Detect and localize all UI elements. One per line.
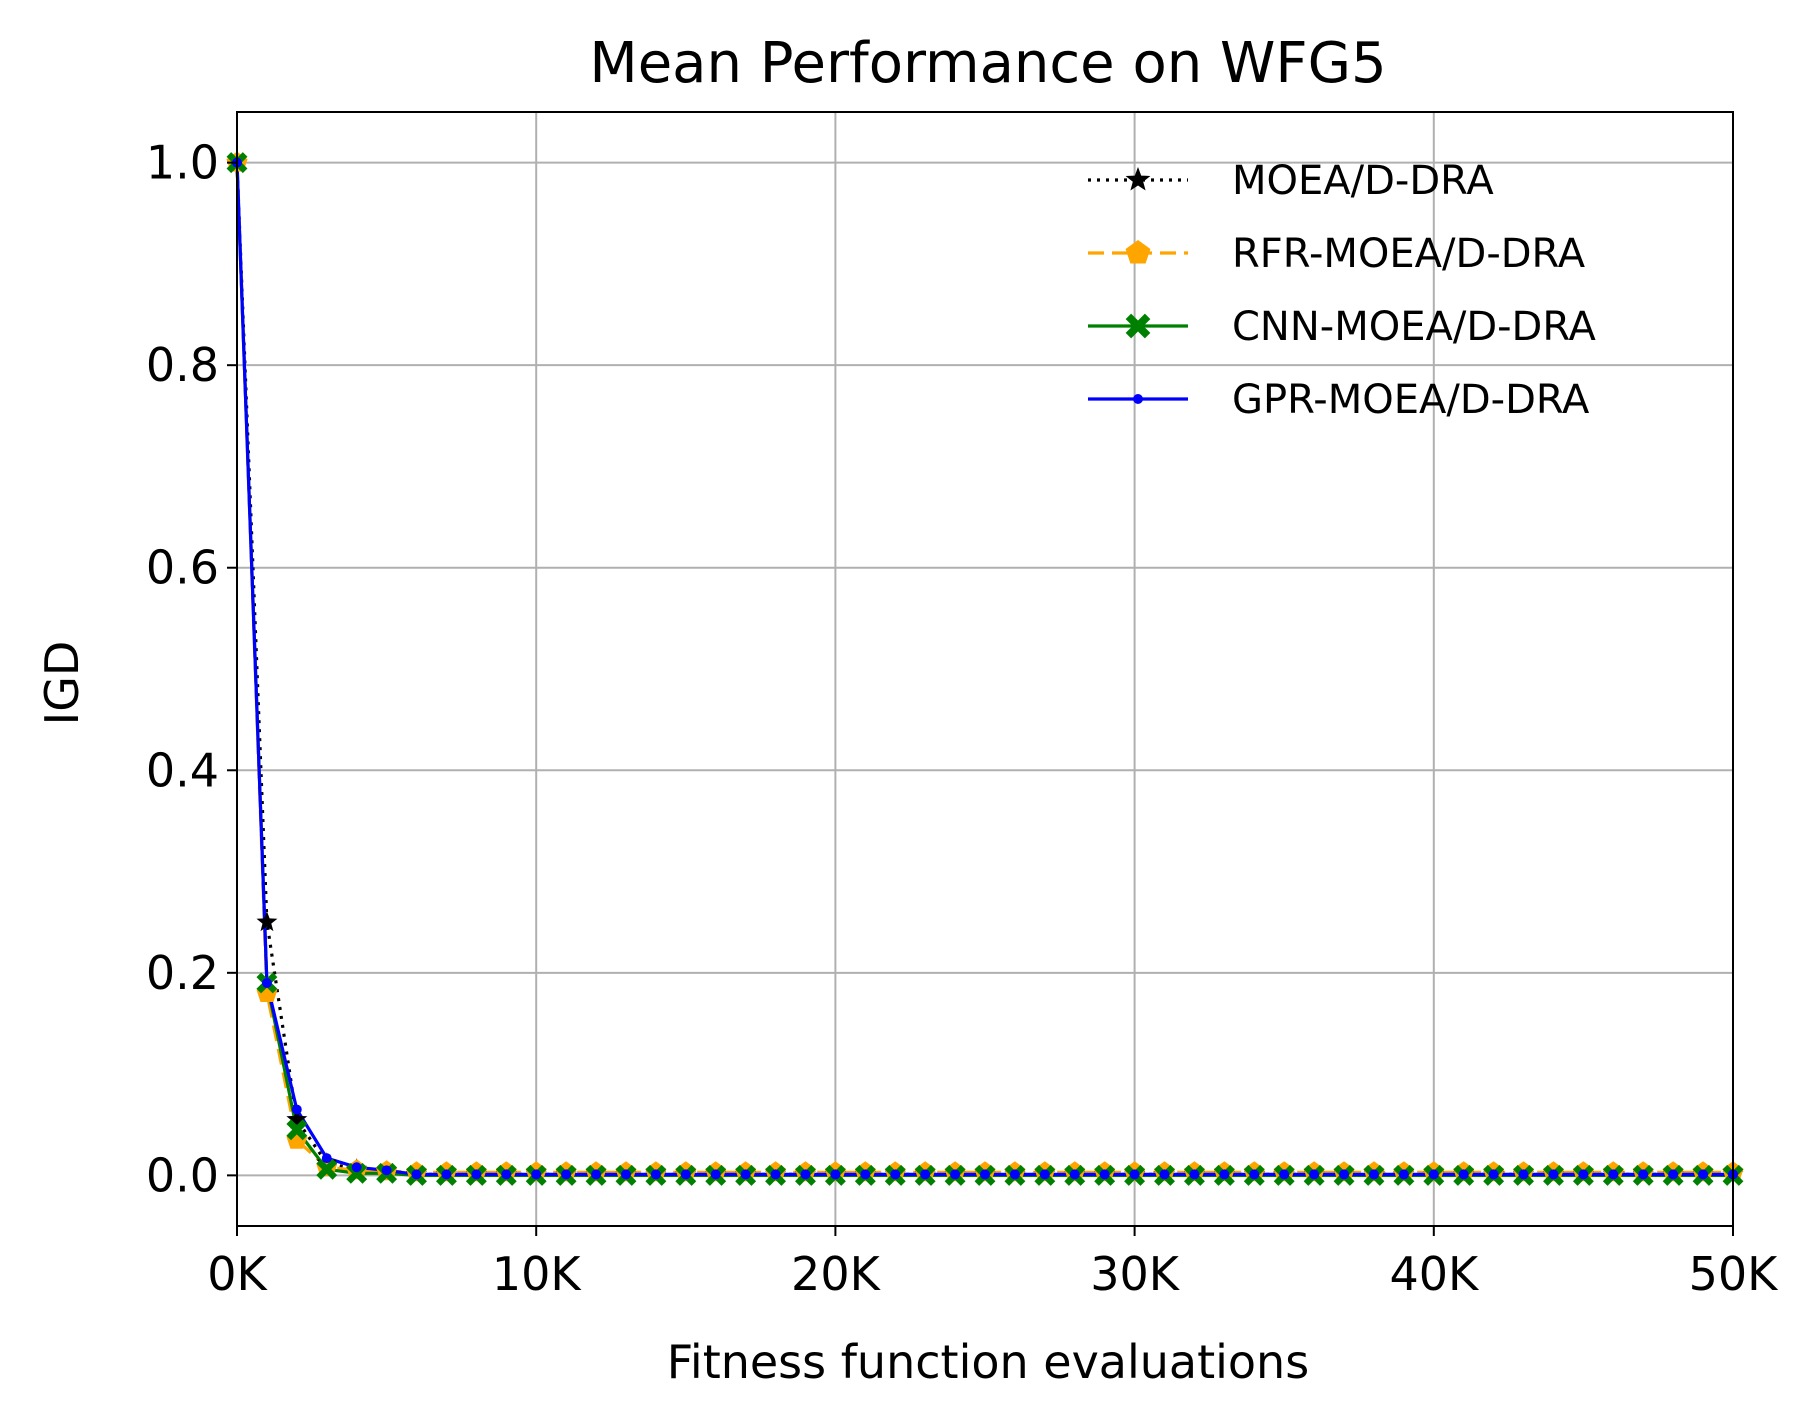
data-point [1608,1169,1619,1180]
data-point [621,1169,631,1180]
data-point [1339,1169,1349,1180]
data-point [1219,1169,1230,1180]
data-point [1428,1169,1439,1180]
data-point [316,1158,338,1180]
data-point [1279,1169,1290,1180]
data-point [1369,1169,1379,1180]
data-point [650,1169,661,1180]
data-point [1159,1169,1170,1180]
series-markers [226,151,1744,1186]
data-point [1039,1169,1050,1180]
y-axis-label: IGD [35,641,89,726]
y-tick-label: 0.4 [146,743,219,797]
data-point [680,1169,691,1180]
data-point [256,911,278,932]
data-point [1249,1169,1260,1180]
data-point [351,1162,362,1173]
chart-title: Mean Performance on WFG5 [589,31,1386,96]
legend: MOEA/D-DRA RFR-MOEA/D-DRA CNN-MOEA/D-DRA GP… [1088,158,1597,423]
ticks: 0K 10K 20K 30K 40K 50K 0.0 0.2 0.4 0.6 0.8 1.0 [146,136,1779,1301]
data-point [531,1169,542,1180]
data-point [800,1169,811,1180]
legend-label: CNN-MOEA/D-DRA [1232,304,1597,350]
data-point [1668,1169,1679,1180]
x-axis-label: Fitness function evaluations [667,1335,1309,1389]
y-tick-label: 0.2 [146,946,219,1000]
data-point [920,1169,931,1180]
data-point [1099,1169,1110,1180]
data-point [1518,1169,1529,1180]
x-tick-label: 20K [791,1247,882,1301]
x-tick-label: 0K [207,1247,268,1301]
legend-marker [1125,167,1151,191]
data-point [321,1153,332,1164]
legend-marker [1133,394,1143,404]
data-point [1398,1169,1409,1180]
data-point [411,1169,422,1180]
data-point [1698,1169,1709,1180]
data-point [1129,1169,1140,1180]
data-point [1548,1169,1559,1180]
series-marker-group [232,157,1738,1180]
x-tick-label: 30K [1090,1247,1181,1301]
legend-label: MOEA/D-DRA [1232,158,1494,204]
x-tick-label: 10K [492,1247,583,1301]
y-tick-label: 0.0 [146,1148,219,1202]
data-point [770,1169,781,1180]
data-point [710,1169,721,1180]
y-tick-label: 1.0 [146,136,219,190]
data-point [950,1169,961,1180]
y-tick-label: 0.8 [146,338,219,392]
data-point [1488,1169,1499,1180]
series-line [235,162,1733,1174]
data-point [860,1169,871,1180]
x-tick-label: 50K [1689,1247,1780,1301]
plot-frame [236,111,1734,1227]
data-point [501,1169,512,1180]
legend-marker [1125,240,1151,264]
legend-marker [1125,313,1151,339]
data-point [1309,1169,1320,1180]
x-tick-label: 40K [1389,1247,1480,1301]
data-point [980,1169,990,1180]
legend-label: GPR-MOEA/D-DRA [1232,377,1590,423]
data-point [471,1169,482,1180]
data-point [890,1169,901,1180]
y-tick-label: 0.6 [146,541,219,595]
data-point [346,1162,368,1184]
data-point [1069,1169,1080,1180]
legend-label: RFR-MOEA/D-DRA [1232,231,1586,277]
data-point [561,1169,572,1180]
data-point [286,1108,308,1129]
data-point [1578,1169,1589,1180]
data-point [740,1169,751,1180]
data-point [591,1169,601,1180]
data-point [441,1169,452,1180]
data-point [286,1119,308,1141]
data-point [1638,1169,1649,1180]
data-point [1458,1169,1469,1180]
data-point [261,977,272,988]
data-point [1189,1169,1200,1180]
data-point [830,1169,841,1180]
data-point [1009,1169,1020,1180]
data-point [381,1165,392,1176]
data-point [291,1104,302,1115]
